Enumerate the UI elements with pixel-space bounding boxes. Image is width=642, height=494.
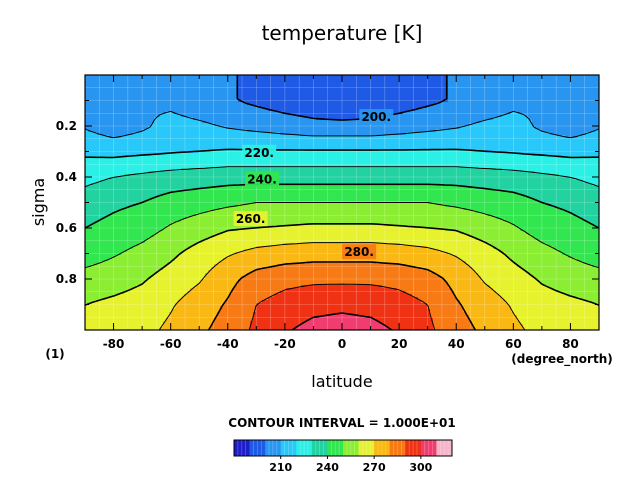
contour-label: 220. xyxy=(244,146,274,160)
contour-line-230 xyxy=(85,166,599,188)
chart-title: temperature [K] xyxy=(262,21,423,45)
colorbar-swatch xyxy=(327,440,344,456)
y-axis-ticks: 0.2 0.4 0.6 0.8 xyxy=(56,100,599,331)
y-tick-label: 0.4 xyxy=(56,170,77,184)
contour-interval-label: CONTOUR INTERVAL = 1.000E+01 xyxy=(228,416,455,430)
colorbar-swatch xyxy=(374,440,391,456)
x-axis-label: latitude xyxy=(311,372,372,391)
grid-lines xyxy=(85,75,599,330)
contour-label: 240. xyxy=(247,173,277,187)
colorbar-swatch xyxy=(405,440,422,456)
contour-line-280 xyxy=(208,261,476,330)
colorbar-frame xyxy=(233,439,453,457)
colorbar xyxy=(233,439,453,457)
contour-label-bg xyxy=(245,171,280,187)
x-axis-ticks: -80 -60 -40 -20 0 20 40 60 80 xyxy=(84,75,600,351)
x-tick-label: -60 xyxy=(160,337,182,351)
contour-label-bg xyxy=(342,244,377,260)
colorbar-tick-labels: 210 240 270 300 xyxy=(269,456,433,474)
contour-line-260 xyxy=(85,223,599,306)
colorbar-tick-label: 240 xyxy=(316,461,339,474)
colorbar-swatch xyxy=(234,440,250,456)
x-tick-label: 0 xyxy=(338,337,346,351)
contour-lines xyxy=(85,75,599,330)
colorbar-swatch xyxy=(343,440,359,456)
contour-line-210 xyxy=(85,110,599,139)
x-tick-label: 80 xyxy=(562,337,579,351)
y-axis-label: sigma xyxy=(29,178,48,226)
contour-labels: 200. 220. 240. 260. 280. xyxy=(233,109,394,260)
colorbar-swatch xyxy=(389,440,406,456)
x-unit-label: (degree_north) xyxy=(511,352,612,367)
x-tick-label: 40 xyxy=(448,337,465,351)
colorbar-swatch xyxy=(249,440,266,456)
colorbar-swatch xyxy=(436,440,453,456)
x-tick-label: 20 xyxy=(391,337,408,351)
colorbar-swatch xyxy=(420,440,437,456)
contour-label-bg xyxy=(242,144,277,160)
contour-line-290 xyxy=(248,283,436,330)
contour-line-300 xyxy=(291,312,393,330)
x-tick-label: -20 xyxy=(274,337,296,351)
x-tick-label: -80 xyxy=(103,337,125,351)
contour-label-bg xyxy=(233,211,268,227)
contour-label-bg xyxy=(359,109,394,125)
colorbar-tick-label: 300 xyxy=(409,461,432,474)
contour-fill-layer xyxy=(85,75,599,330)
colorbar-tick-label: 270 xyxy=(363,461,386,474)
contour-line-250 xyxy=(85,202,599,269)
colorbar-tick-label: 210 xyxy=(269,461,292,474)
contour-line-240 xyxy=(85,183,599,229)
colorbar-swatch xyxy=(280,440,297,456)
contour-label: 260. xyxy=(236,212,266,226)
y-tick-label: 0.2 xyxy=(56,119,77,133)
colorbar-swatch xyxy=(296,440,313,456)
y-tick-label: 0.6 xyxy=(56,221,77,235)
y-corner-label: (1) xyxy=(45,347,64,361)
contour-label: 200. xyxy=(361,110,391,124)
colorbar-swatch xyxy=(311,440,328,456)
x-tick-label: -40 xyxy=(217,337,239,351)
contour-label: 280. xyxy=(344,245,374,259)
colorbar-swatch xyxy=(358,440,375,456)
y-tick-label: 0.8 xyxy=(56,272,77,286)
contour-line-270 xyxy=(158,242,526,330)
colorbar-swatch xyxy=(265,440,282,456)
x-tick-label: 60 xyxy=(505,337,522,351)
